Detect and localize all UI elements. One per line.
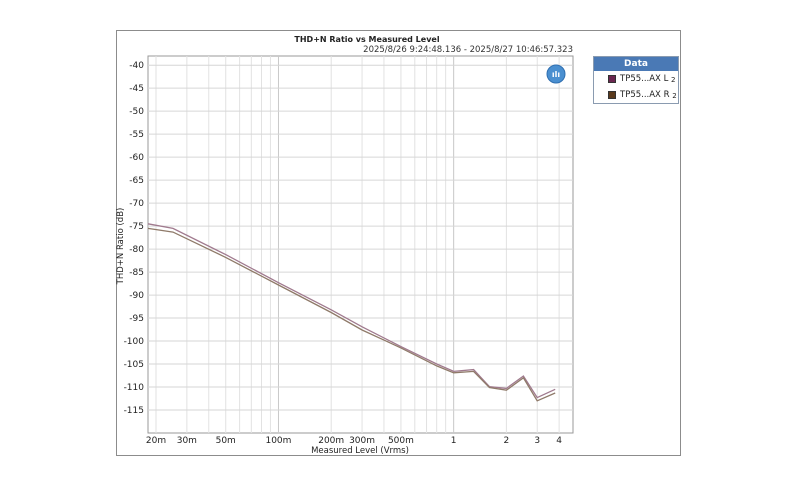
legend-label-sub: 2 xyxy=(671,74,676,84)
x-tick-label: 2 xyxy=(504,436,510,446)
legend-label-sub: 2 xyxy=(672,90,677,100)
y-tick-label: -70 xyxy=(129,199,144,209)
legend-title: Data xyxy=(594,57,678,71)
y-tick-label: -110 xyxy=(124,383,145,393)
y-tick-label: -50 xyxy=(129,107,144,117)
y-tick-label: -115 xyxy=(124,406,144,416)
legend-item-r[interactable]: TP55...AX R 2 xyxy=(594,87,678,103)
legend-label: TP55...AX L xyxy=(620,74,669,84)
y-tick-label: -65 xyxy=(129,176,144,186)
x-tick-label: 100m xyxy=(265,436,291,446)
y-tick-label: -105 xyxy=(124,360,144,370)
series-line-l xyxy=(147,223,556,399)
x-tick-label: 500m xyxy=(388,436,414,446)
plot-area xyxy=(147,55,574,434)
tick-labels: -40 -45 -50 -55 -60 -65 -70 -75 -80 -85 -90 -95 -100… xyxy=(124,61,563,446)
y-tick-label: -80 xyxy=(129,245,144,255)
chart-title: THD+N Ratio vs Measured Level xyxy=(294,35,439,44)
y-axis-label: THD+N Ratio (dB) xyxy=(116,208,126,286)
x-tick-label: 200m xyxy=(318,436,344,446)
x-tick-label: 4 xyxy=(556,436,562,446)
series-layer xyxy=(147,223,556,402)
x-tick-label: 30m xyxy=(177,436,197,446)
y-tick-label: -90 xyxy=(129,291,144,301)
legend-item-l[interactable]: TP55...AX L 2 xyxy=(594,71,678,87)
x-tick-label: 50m xyxy=(216,436,236,446)
x-tick-label: 300m xyxy=(349,436,375,446)
grid xyxy=(148,56,573,433)
legend-swatch xyxy=(608,91,616,99)
x-tick-label: 1 xyxy=(451,436,457,446)
x-tick-label: 3 xyxy=(534,436,540,446)
legend-label: TP55...AX R xyxy=(620,90,670,100)
y-tick-label: -100 xyxy=(124,337,145,347)
x-axis-label: Measured Level (Vrms) xyxy=(311,446,409,456)
y-tick-label: -95 xyxy=(129,314,144,324)
series-line-r xyxy=(147,227,556,402)
y-tick-label: -85 xyxy=(129,268,144,278)
y-tick-label: -55 xyxy=(129,130,144,140)
ap-logo-mark: ılı xyxy=(552,70,560,79)
legend: Data TP55...AX L 2 TP55...AX R 2 xyxy=(593,56,679,104)
x-tick-label: 20m xyxy=(146,436,166,446)
legend-swatch xyxy=(608,75,616,83)
y-tick-label: -45 xyxy=(129,84,144,94)
y-tick-label: -40 xyxy=(129,61,144,71)
y-tick-label: -60 xyxy=(129,153,144,163)
ap-logo-icon: ılı xyxy=(546,64,566,84)
chart-subtitle: 2025/8/26 9:24:48.136 - 2025/8/27 10:46:… xyxy=(363,45,573,55)
y-tick-label: -75 xyxy=(129,222,144,232)
